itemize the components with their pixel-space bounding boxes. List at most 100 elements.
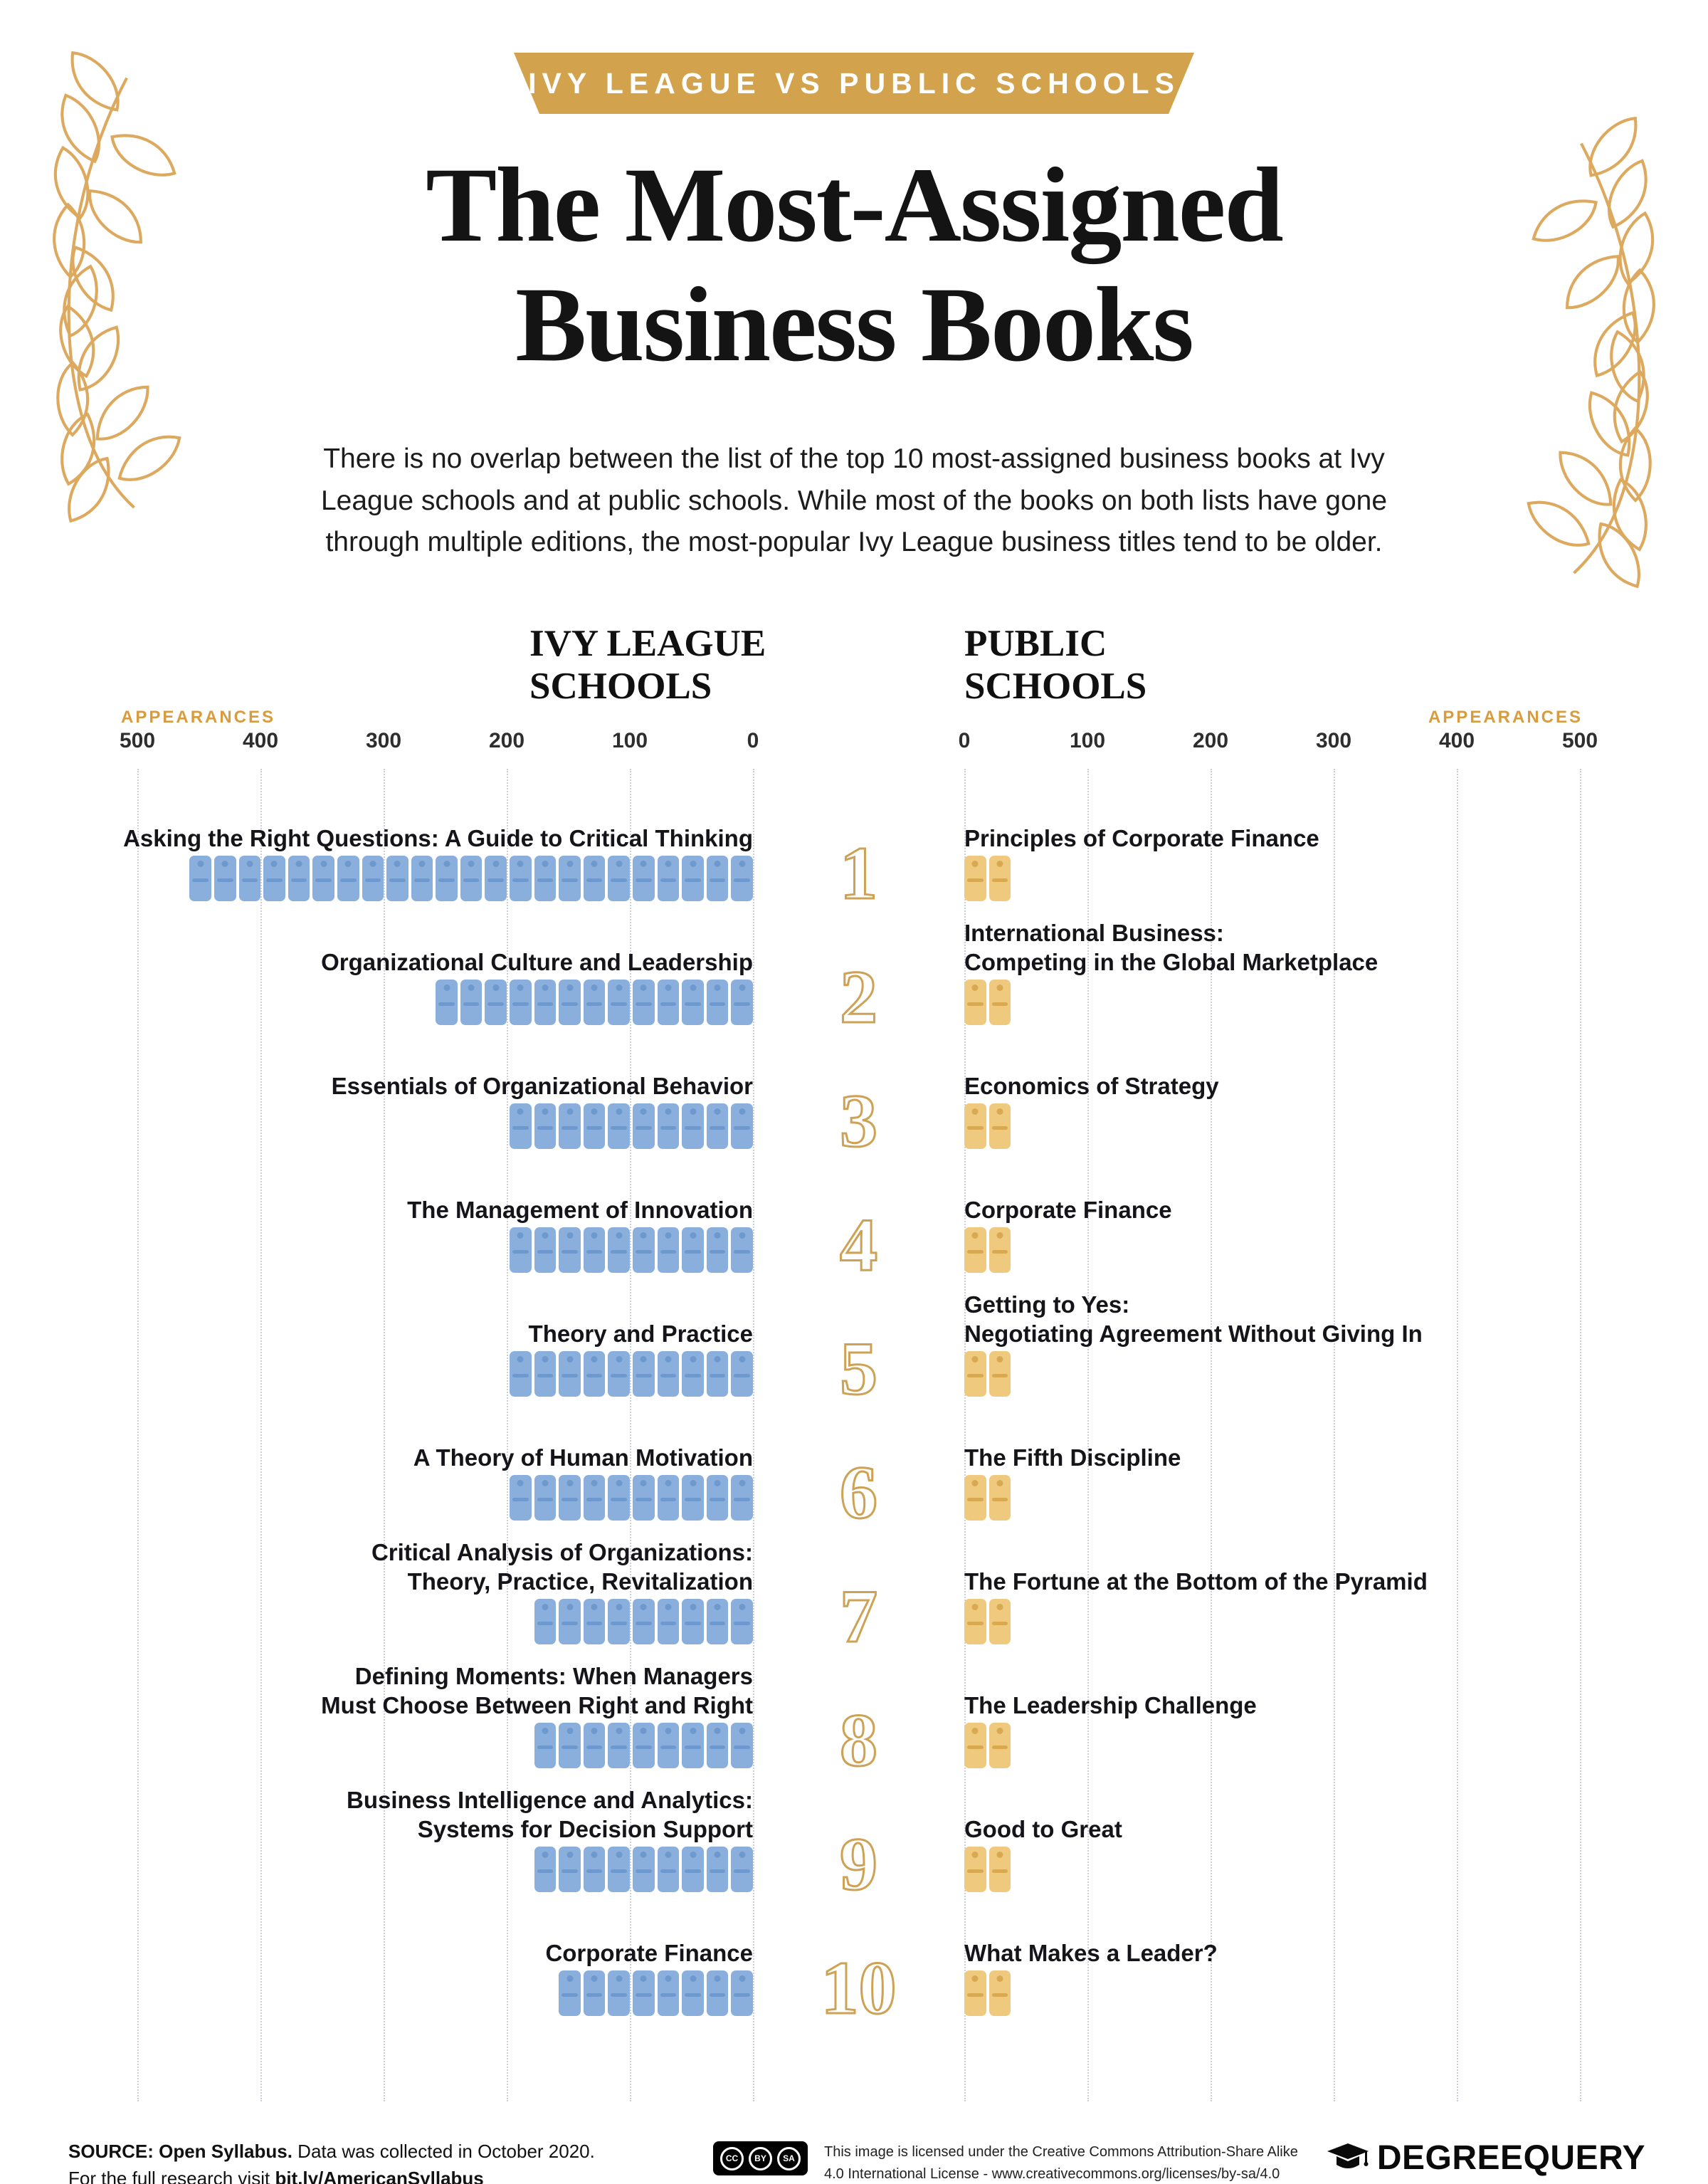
book-title-left: Business Intelligence and Analytics: Sys… (347, 1786, 753, 1842)
chart-row: Critical Analysis of Organizations: Theo… (0, 1539, 1708, 1676)
brand-logo: DEGREEQUERY (1326, 2138, 1645, 2178)
gridline (964, 769, 966, 2101)
book-icon (989, 1475, 1011, 1521)
book-icon (706, 1351, 729, 1397)
gridline (753, 769, 754, 2101)
book-icon (559, 856, 581, 901)
book-icon (682, 1351, 704, 1397)
chart-row: Defining Moments: When Managers Must Cho… (0, 1663, 1708, 1800)
bar-left (510, 1351, 753, 1397)
book-icon (608, 856, 631, 901)
cc-cc-icon: CC (720, 2146, 744, 2170)
book-icon (657, 1847, 680, 1892)
graduation-cap-icon (1327, 2143, 1369, 2168)
book-icon (583, 1351, 606, 1397)
book-icon (731, 980, 753, 1025)
axis-tick-right: 400 (1438, 729, 1475, 752)
book-icon (682, 1103, 704, 1149)
source-line: SOURCE: Open Syllabus. Data was collecte… (68, 2138, 595, 2165)
book-icon (633, 1103, 655, 1149)
book-icon (583, 1847, 606, 1892)
book-icon (559, 1227, 581, 1273)
page-title: The Most-Assigned Business Books (0, 145, 1708, 384)
chart-row: Theory and Practice Getting to Yes: Negot… (0, 1291, 1708, 1428)
book-icon (706, 1970, 729, 2016)
book-title-left: Theory and Practice (528, 1320, 753, 1347)
book-icon (583, 1599, 606, 1644)
book-icon (964, 1599, 986, 1644)
book-icon (534, 1599, 557, 1644)
book-icon (731, 856, 753, 901)
book-icon (559, 1103, 581, 1149)
brand-part1: DEGREE (1376, 2139, 1524, 2177)
book-icon (510, 1103, 532, 1149)
book-title-right: The Fifth Discipline (964, 1444, 1181, 1471)
book-icon (559, 1351, 581, 1397)
book-icon (706, 980, 729, 1025)
chart-row: Organizational Culture and Leadership Int… (0, 920, 1708, 1056)
book-icon (633, 1227, 655, 1273)
book-icon (608, 1351, 631, 1397)
book-icon (559, 1723, 581, 1768)
book-title-right: International Business: Competing in the… (964, 919, 1378, 975)
right-column-heading: PUBLIC SCHOOLS (964, 623, 1147, 708)
book-icon (436, 856, 458, 901)
book-icon (583, 1723, 606, 1768)
book-icon (288, 856, 310, 901)
axis-tick-left: 0 (747, 729, 759, 752)
rank-numeral: 3 (839, 1079, 879, 1162)
book-icon (460, 856, 483, 901)
book-icon (559, 1475, 581, 1521)
axis-tick-left: 400 (242, 729, 279, 752)
book-title-right: Economics of Strategy (964, 1072, 1219, 1099)
book-icon (608, 1103, 631, 1149)
book-icon (682, 980, 704, 1025)
book-icon (964, 1227, 986, 1273)
bar-right (964, 1599, 1011, 1644)
book-icon (964, 1103, 986, 1149)
book-icon (583, 1970, 606, 2016)
bar-left (510, 1227, 753, 1273)
book-icon (964, 1475, 986, 1521)
book-icon (534, 1227, 557, 1273)
gridline (384, 769, 385, 2101)
bar-right (964, 1351, 1011, 1397)
book-icon (657, 1475, 680, 1521)
bar-left (189, 856, 753, 901)
gridline (1580, 769, 1581, 2101)
book-icon (510, 1351, 532, 1397)
book-icon (989, 1351, 1011, 1397)
book-icon (633, 1475, 655, 1521)
bar-left (559, 1970, 753, 2016)
book-icon (559, 1970, 581, 2016)
book-icon (657, 980, 680, 1025)
book-icon (731, 1970, 753, 2016)
book-icon (657, 1599, 680, 1644)
book-title-left: Critical Analysis of Organizations: Theo… (371, 1538, 753, 1595)
gridline (260, 769, 262, 2101)
book-title-left: Organizational Culture and Leadership (321, 948, 753, 975)
page-title-line1: The Most-Assigned (426, 146, 1284, 264)
book-icon (312, 856, 334, 901)
chart-row: Corporate Finance What Makes a Leader? 10 (0, 1923, 1708, 2047)
banner-ribbon: IVY LEAGUE VS PUBLIC SCHOOLS (514, 53, 1194, 114)
book-icon (559, 1599, 581, 1644)
book-icon (682, 1599, 704, 1644)
book-icon (989, 1599, 1011, 1644)
book-icon (989, 1847, 1011, 1892)
bar-left (510, 1103, 753, 1149)
gridline (630, 769, 631, 2101)
book-icon (706, 1227, 729, 1273)
creative-commons-badge[interactable]: CC BY SA (713, 2141, 808, 2175)
book-icon (682, 1847, 704, 1892)
bar-right (964, 1103, 1011, 1149)
book-icon (411, 856, 433, 901)
book-icon (964, 856, 986, 901)
banner-label: IVY LEAGUE VS PUBLIC SCHOOLS (528, 66, 1180, 100)
research-link[interactable]: bit.ly/AmericanSyllabus (275, 2167, 484, 2184)
book-icon (608, 1599, 631, 1644)
source-label: SOURCE: Open Syllabus. (68, 2141, 292, 2162)
axis-tick-left: 500 (119, 729, 156, 752)
book-icon (485, 856, 507, 901)
